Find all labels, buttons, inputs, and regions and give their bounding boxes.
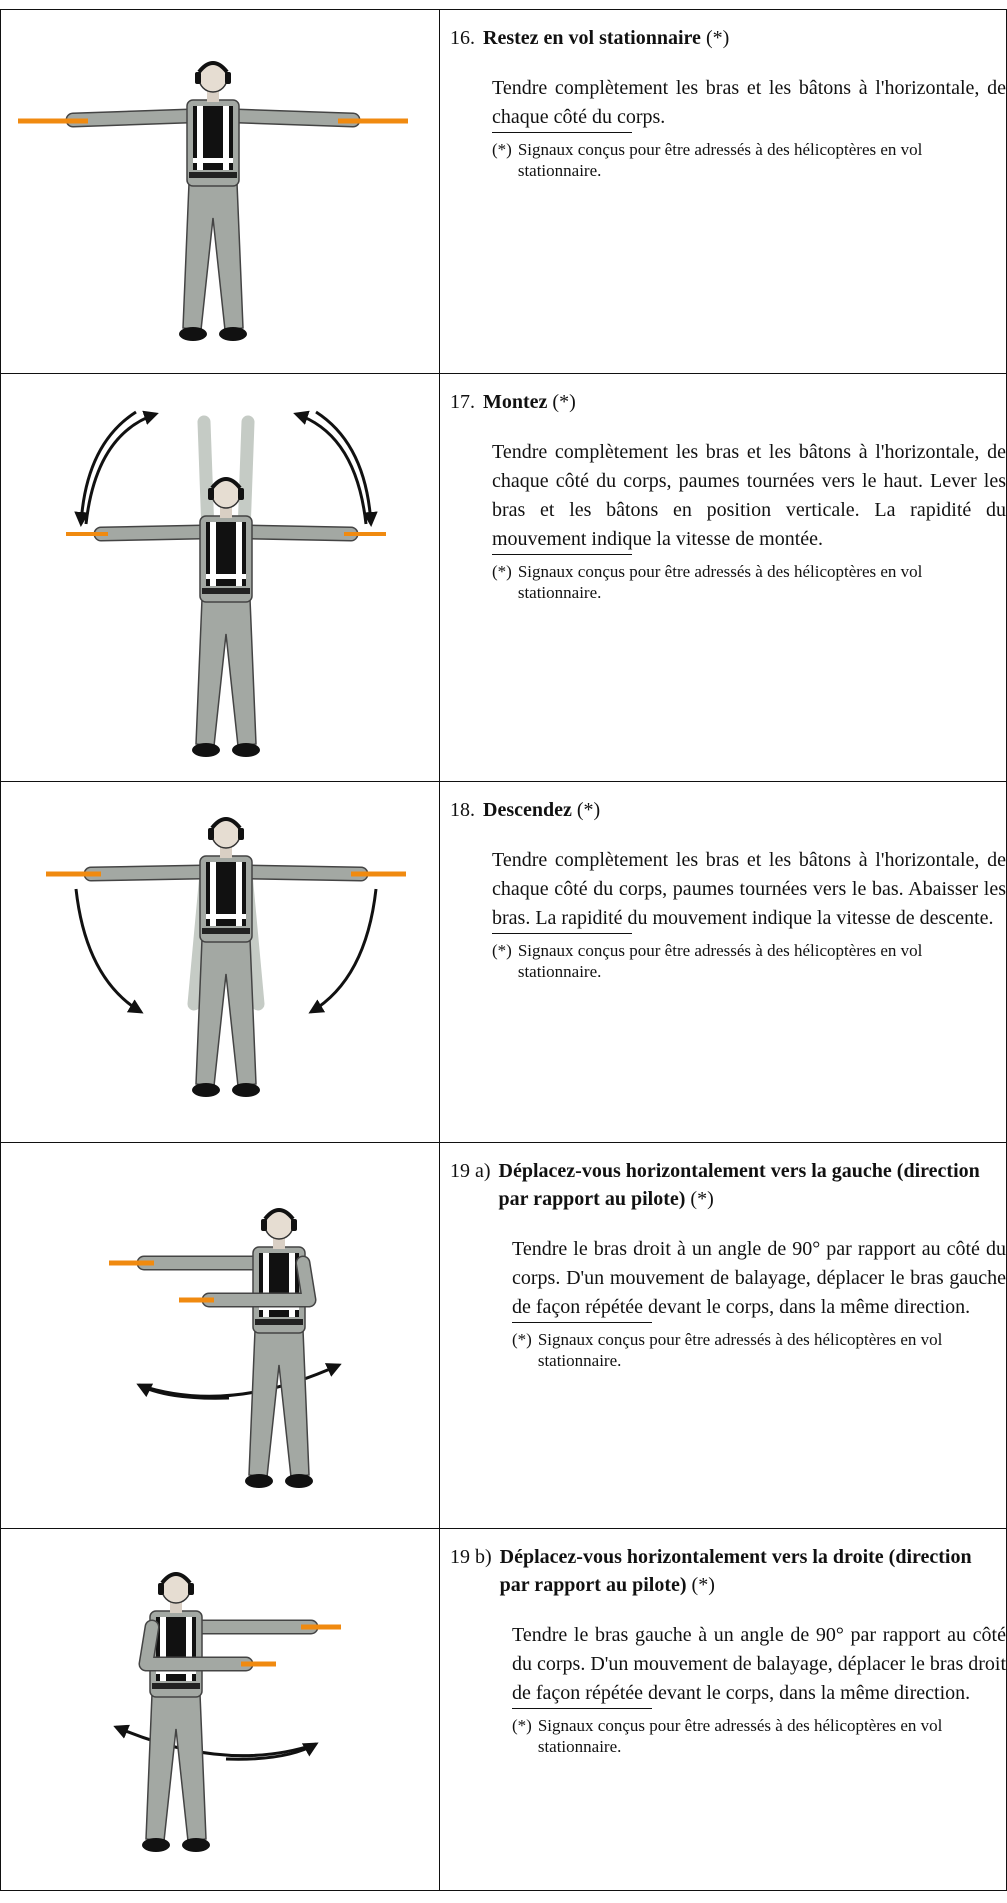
row: 17. Montez (*) Tendre complètement les br… [0, 373, 1007, 782]
row: 19 b) Déplacez-vous horizontalement vers … [0, 1528, 1007, 1891]
illustration [109, 1208, 342, 1490]
illustration-cell [0, 781, 440, 1143]
signal-number: 19 a) [450, 1160, 491, 1182]
illustration-cell [0, 1142, 440, 1529]
illustration [46, 817, 406, 1099]
signal-number: 19 b) [450, 1546, 492, 1568]
signal-body: Tendre complètement les bras et les bâto… [492, 441, 1006, 550]
note-mark: (*) [512, 1330, 532, 1349]
footnote: Signaux conçus pour être adressés à des … [517, 562, 923, 602]
page: 16. Restez en vol stationnaire (*) Tendre… [0, 9, 1007, 1903]
note-mark: (*) [492, 941, 512, 960]
text-cell: 16. Restez en vol stationnaire (*) Tendre… [439, 9, 1007, 374]
signal-body: Tendre le bras gauche à un angle de 90° … [512, 1624, 1006, 1704]
row: 18. Descendez (*) Tendre complètement les… [0, 781, 1007, 1143]
illustration-cell [0, 373, 440, 782]
signal-title: Déplacez-vous horizontalement vers la ga… [498, 1160, 980, 1210]
row: 19 a) Déplacez-vous horizontalement vers … [0, 1142, 1007, 1529]
illustration [66, 410, 386, 759]
signal-title: Restez en vol stationnaire [483, 27, 701, 49]
note-mark: (*) [492, 562, 512, 581]
illustration-cell [0, 9, 440, 374]
signal-body: Tendre complètement les bras et les bâto… [492, 849, 1006, 929]
note-ref: (*) [576, 799, 601, 821]
signal-title: Descendez [483, 799, 572, 821]
signal-table: 16. Restez en vol stationnaire (*) Tendre… [0, 9, 1007, 1891]
footnote: Signaux conçus pour être adressés à des … [537, 1330, 943, 1370]
illustration [18, 61, 408, 343]
text-cell: 19 b) Déplacez-vous horizontalement vers … [439, 1528, 1007, 1891]
signal-number: 16. [450, 27, 475, 49]
illustration-cell [0, 1528, 440, 1891]
signal-title: Déplacez-vous horizontalement vers la dr… [499, 1546, 972, 1596]
note-ref: (*) [690, 1188, 714, 1210]
footnote: Signaux conçus pour être adressés à des … [517, 140, 923, 180]
signal-number: 17. [450, 391, 475, 413]
footnote: Signaux conçus pour être adressés à des … [537, 1716, 943, 1756]
text-cell: 18. Descendez (*) Tendre complètement les… [439, 781, 1007, 1143]
signal-number: 18. [450, 799, 475, 821]
text-cell: 19 a) Déplacez-vous horizontalement vers … [439, 1142, 1007, 1529]
footnote: Signaux conçus pour être adressés à des … [517, 941, 923, 981]
note-ref: (*) [705, 27, 730, 49]
note-mark: (*) [512, 1716, 532, 1735]
row: 16. Restez en vol stationnaire (*) Tendre… [0, 9, 1007, 374]
text-cell: 17. Montez (*) Tendre complètement les br… [439, 373, 1007, 782]
note-mark: (*) [492, 140, 512, 159]
note-ref: (*) [552, 391, 576, 413]
illustration [113, 1572, 341, 1854]
signal-body: Tendre le bras droit à un angle de 90° p… [512, 1238, 1006, 1318]
note-ref: (*) [691, 1574, 715, 1596]
signal-body: Tendre complètement les bras et les bâto… [492, 77, 1006, 128]
signal-title: Montez [483, 391, 548, 413]
